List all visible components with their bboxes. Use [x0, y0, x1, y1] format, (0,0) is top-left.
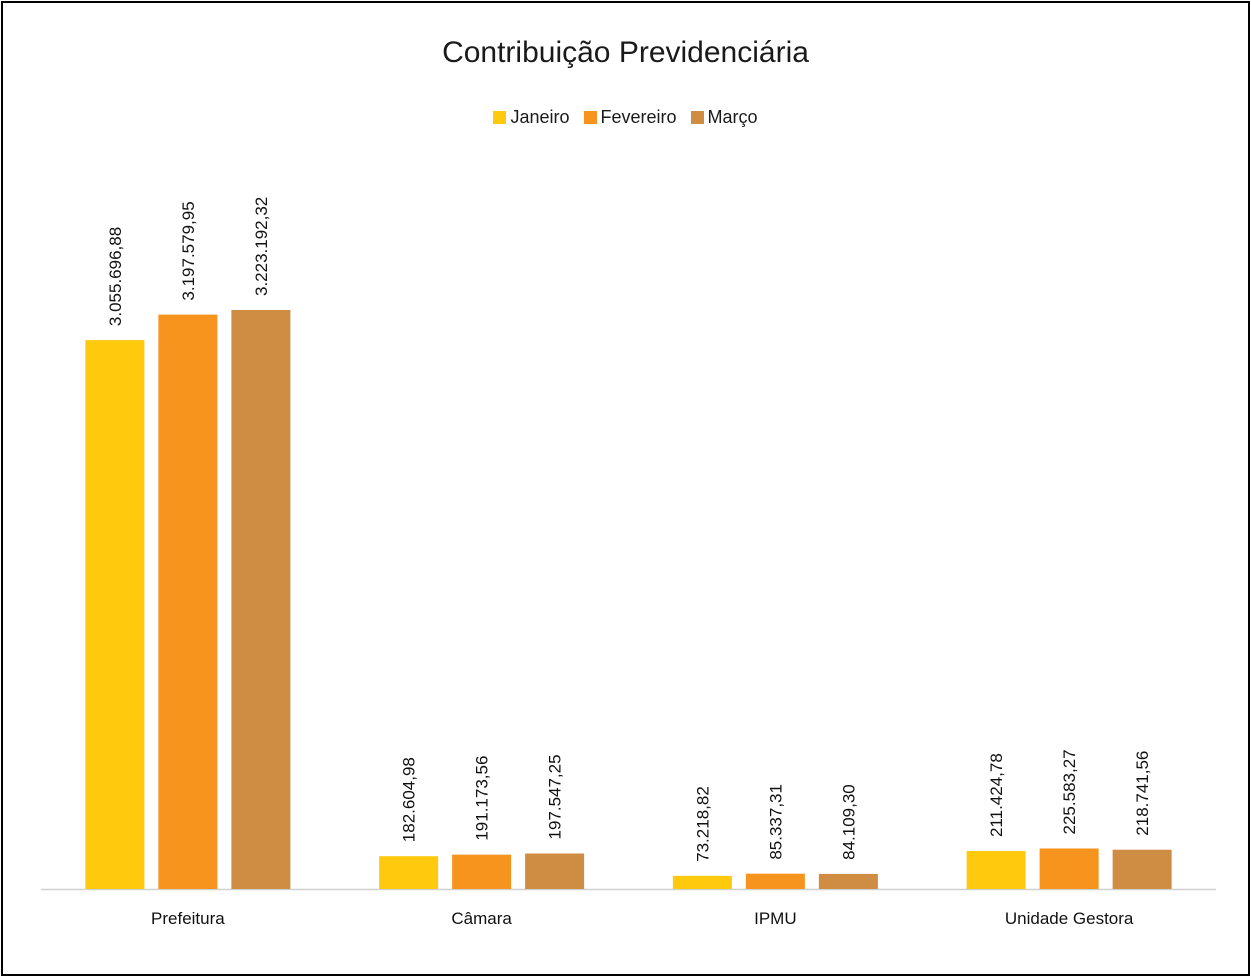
bar-câmara-janeiro	[379, 856, 439, 889]
chart-title: Contribuição Previdenciária	[442, 36, 809, 69]
bar-prefeitura-março	[231, 310, 291, 889]
legend-item-fevereiro: Fevereiro	[583, 107, 677, 128]
legend-swatch-fevereiro	[583, 111, 597, 124]
data-label-câmara-março: 197.547,25	[546, 754, 565, 839]
category-label-unidade-gestora: Unidade Gestora	[1005, 909, 1134, 928]
category-label-ipmu: IPMU	[754, 909, 797, 928]
data-label-ipmu-março: 84.109,30	[839, 784, 858, 860]
bar-prefeitura-janeiro	[85, 340, 145, 889]
bar-câmara-fevereiro	[452, 854, 512, 889]
data-label-câmara-janeiro: 182.604,98	[400, 757, 419, 842]
bar-ipmu-janeiro	[672, 875, 732, 889]
bar-ipmu-fevereiro	[745, 873, 805, 889]
legend-label-fevereiro: Fevereiro	[600, 107, 677, 127]
legend-swatch-marco	[690, 111, 704, 124]
data-label-unidade-gestora-janeiro: 211.424,78	[987, 753, 1006, 837]
bar-câmara-março	[525, 853, 585, 889]
legend-swatch-janeiro	[493, 111, 507, 124]
data-label-ipmu-fevereiro: 85.337,31	[766, 784, 785, 860]
bar-ipmu-março	[818, 873, 878, 889]
legend-item-marco: Março	[690, 107, 758, 128]
data-label-prefeitura-janeiro: 3.055.696,88	[106, 227, 125, 326]
data-label-prefeitura-fevereiro: 3.197.579,95	[179, 201, 198, 300]
bar-unidade-gestora-fevereiro	[1039, 848, 1099, 889]
bar-prefeitura-fevereiro	[158, 314, 218, 889]
category-label-prefeitura: Prefeitura	[151, 909, 225, 928]
category-label-câmara: Câmara	[451, 909, 512, 928]
legend: Janeiro Fevereiro Março	[0, 107, 1251, 128]
data-label-câmara-fevereiro: 191.173,56	[473, 756, 492, 841]
legend-item-janeiro: Janeiro	[493, 107, 570, 128]
data-label-ipmu-janeiro: 73.218,82	[693, 786, 712, 862]
legend-label-marco: Março	[707, 107, 758, 127]
bar-unidade-gestora-janeiro	[966, 851, 1026, 889]
data-label-unidade-gestora-fevereiro: 225.583,27	[1060, 749, 1079, 834]
bar-unidade-gestora-março	[1112, 849, 1172, 889]
legend-label-janeiro: Janeiro	[510, 107, 570, 127]
data-label-unidade-gestora-março: 218.741,56	[1133, 751, 1152, 836]
data-label-prefeitura-março: 3.223.192,32	[252, 197, 271, 296]
